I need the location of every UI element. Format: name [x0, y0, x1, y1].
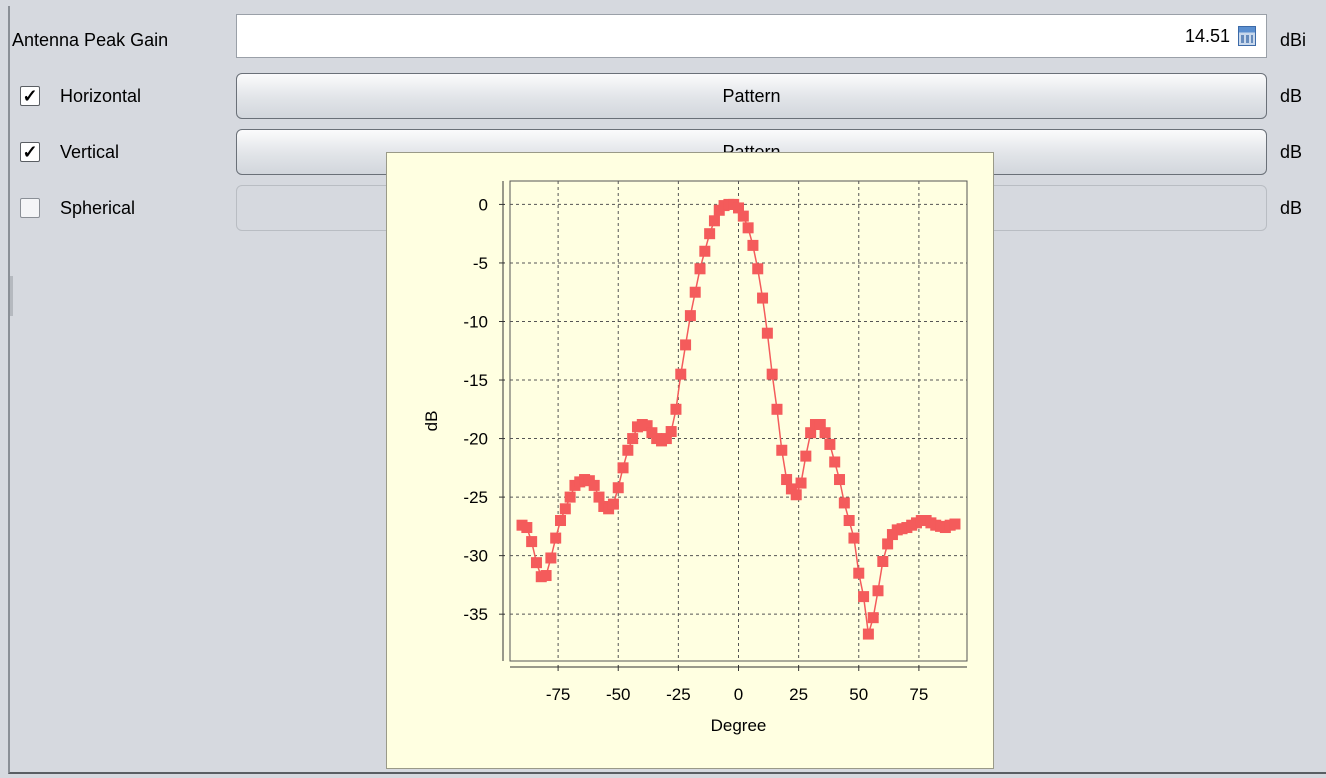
data-point: [819, 427, 831, 439]
data-point: [814, 419, 826, 431]
data-point: [872, 585, 884, 597]
data-point: [757, 292, 769, 304]
data-point: [694, 263, 706, 275]
data-point: [882, 538, 894, 550]
data-point: [867, 612, 879, 624]
x-tick-label: 25: [789, 685, 808, 704]
data-point: [550, 532, 562, 544]
data-point: [684, 310, 696, 322]
data-point: [564, 491, 576, 503]
data-point: [622, 444, 634, 456]
horizontal-pattern-button[interactable]: Pattern: [236, 73, 1267, 119]
data-point: [665, 426, 677, 438]
y-tick-label: -30: [463, 547, 488, 566]
data-point: [824, 438, 836, 450]
y-axis-label: dB: [422, 411, 441, 432]
antenna-peak-gain-field[interactable]: 14.51: [236, 14, 1267, 58]
data-point: [646, 427, 658, 439]
antenna-peak-gain-value: 14.51: [1184, 25, 1230, 46]
data-point: [526, 536, 538, 548]
x-tick-label: -50: [606, 685, 631, 704]
y-tick-label: 0: [479, 195, 488, 214]
vertical-label: Vertical: [60, 142, 120, 162]
data-point: [781, 474, 793, 486]
data-point: [680, 339, 692, 351]
x-tick-label: 0: [734, 685, 743, 704]
spherical-label: Spherical: [60, 198, 136, 218]
data-point: [862, 628, 874, 640]
data-point: [766, 368, 778, 380]
y-tick-label: -20: [463, 430, 488, 449]
data-point: [795, 477, 807, 489]
data-point: [838, 497, 850, 509]
x-tick-label: 75: [909, 685, 928, 704]
data-point: [747, 239, 759, 251]
data-point: [733, 202, 744, 214]
series-line: [521, 203, 956, 635]
data-point: [834, 474, 846, 486]
data-point: [540, 570, 552, 582]
data-point: [776, 444, 788, 456]
data-point: [800, 450, 812, 462]
spherical-checkbox[interactable]: [20, 198, 40, 218]
horizontal-unit: dB: [1280, 86, 1303, 106]
splitter-handle[interactable]: [10, 276, 13, 316]
pattern-preview-tooltip: -75 -50 -25 0 25 50 75 0 -5 -10 -15 -20 -25 -30 -35 De…: [386, 152, 994, 769]
x-tick-label: 50: [849, 685, 868, 704]
data-point: [660, 433, 672, 445]
horizontal-label: Horizontal: [60, 86, 142, 106]
data-point: [675, 368, 687, 380]
data-point: [805, 427, 817, 439]
spherical-unit: dB: [1280, 198, 1303, 218]
data-point: [761, 327, 773, 339]
data-point: [559, 503, 571, 515]
data-point: [530, 557, 542, 569]
data-point: [742, 222, 754, 234]
data-point: [790, 489, 802, 501]
x-tick-label: -25: [666, 685, 691, 704]
vertical-unit: dB: [1280, 142, 1303, 162]
data-point: [670, 403, 682, 415]
x-axis-label: Degree: [711, 716, 767, 735]
data-point: [737, 210, 749, 222]
data-point: [752, 263, 764, 275]
data-point: [877, 555, 889, 567]
data-point: [627, 433, 639, 445]
y-tick-label: -5: [473, 254, 488, 273]
data-point: [853, 567, 865, 579]
data-point: [555, 515, 567, 527]
data-point: [593, 491, 605, 503]
plot-area: [509, 180, 968, 662]
data-point: [612, 482, 624, 494]
data-point: [785, 483, 797, 495]
data-point: [545, 552, 557, 564]
y-tick-label: -35: [463, 605, 488, 624]
vertical-checkbox[interactable]: ✓: [20, 142, 40, 162]
gain-unit: dBi: [1280, 30, 1307, 50]
data-point: [829, 456, 841, 468]
y-tick-label: -10: [463, 312, 488, 331]
data-point: [521, 522, 533, 534]
data-point: [641, 420, 653, 432]
data-point: [607, 498, 619, 510]
data-point: [771, 403, 783, 415]
data-point: [617, 462, 629, 474]
horizontal-checkbox[interactable]: ✓: [20, 86, 40, 106]
data-point: [843, 515, 855, 527]
data-point: [704, 228, 716, 240]
data-point: [689, 286, 701, 298]
data-point: [848, 532, 860, 544]
calculator-icon[interactable]: [1238, 26, 1256, 46]
data-point: [588, 479, 600, 491]
data-point: [858, 591, 870, 603]
data-point: [708, 215, 720, 227]
y-tick-label: -15: [463, 371, 488, 390]
x-tick-label: -75: [546, 685, 571, 704]
data-point: [699, 245, 711, 257]
y-tick-label: -25: [463, 488, 488, 507]
data-point: [949, 518, 961, 530]
pattern-chart: -75 -50 -25 0 25 50 75 0 -5 -10 -15 -20 -25 -30 -35 De…: [422, 180, 968, 735]
antenna-peak-gain-label: Antenna Peak Gain: [12, 30, 169, 50]
